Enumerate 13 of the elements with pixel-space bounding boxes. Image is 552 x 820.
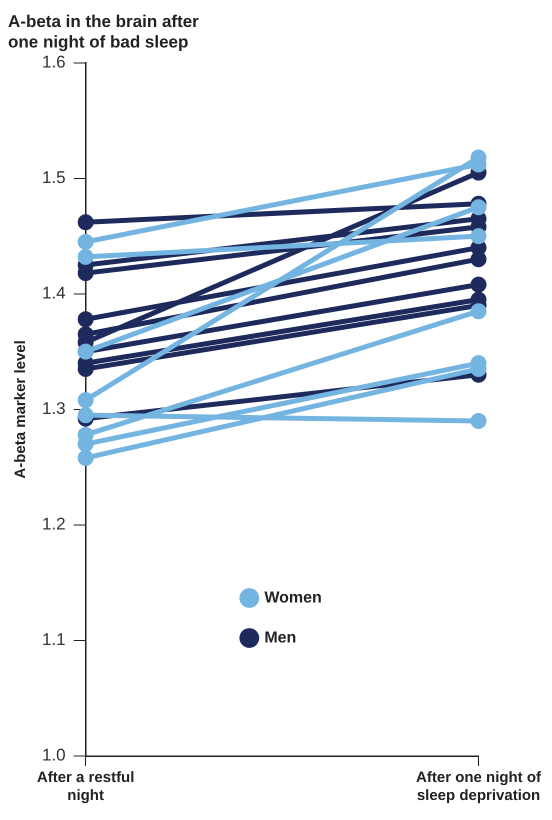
legend-label: Women: [264, 589, 322, 606]
y-tick-label: 1.0: [42, 746, 66, 765]
x-tick-label: After one night of sleep deprivation: [416, 769, 542, 804]
y-tick-label: 1.1: [42, 630, 66, 650]
chart-title: A-beta in the brain after one night of bad sleep: [8, 12, 200, 52]
x-tick-label: After a restful night: [36, 769, 134, 804]
y-tick-label: 1.6: [42, 52, 66, 72]
y-tick-label: 1.2: [42, 514, 66, 534]
legend-label: Men: [264, 629, 296, 646]
y-tick-label: 1.4: [42, 284, 66, 303]
y-tick-label: 1.5: [42, 168, 66, 188]
y-tick-label: 1.3: [42, 399, 66, 418]
y-axis-title: A-beta marker level: [12, 340, 30, 479]
